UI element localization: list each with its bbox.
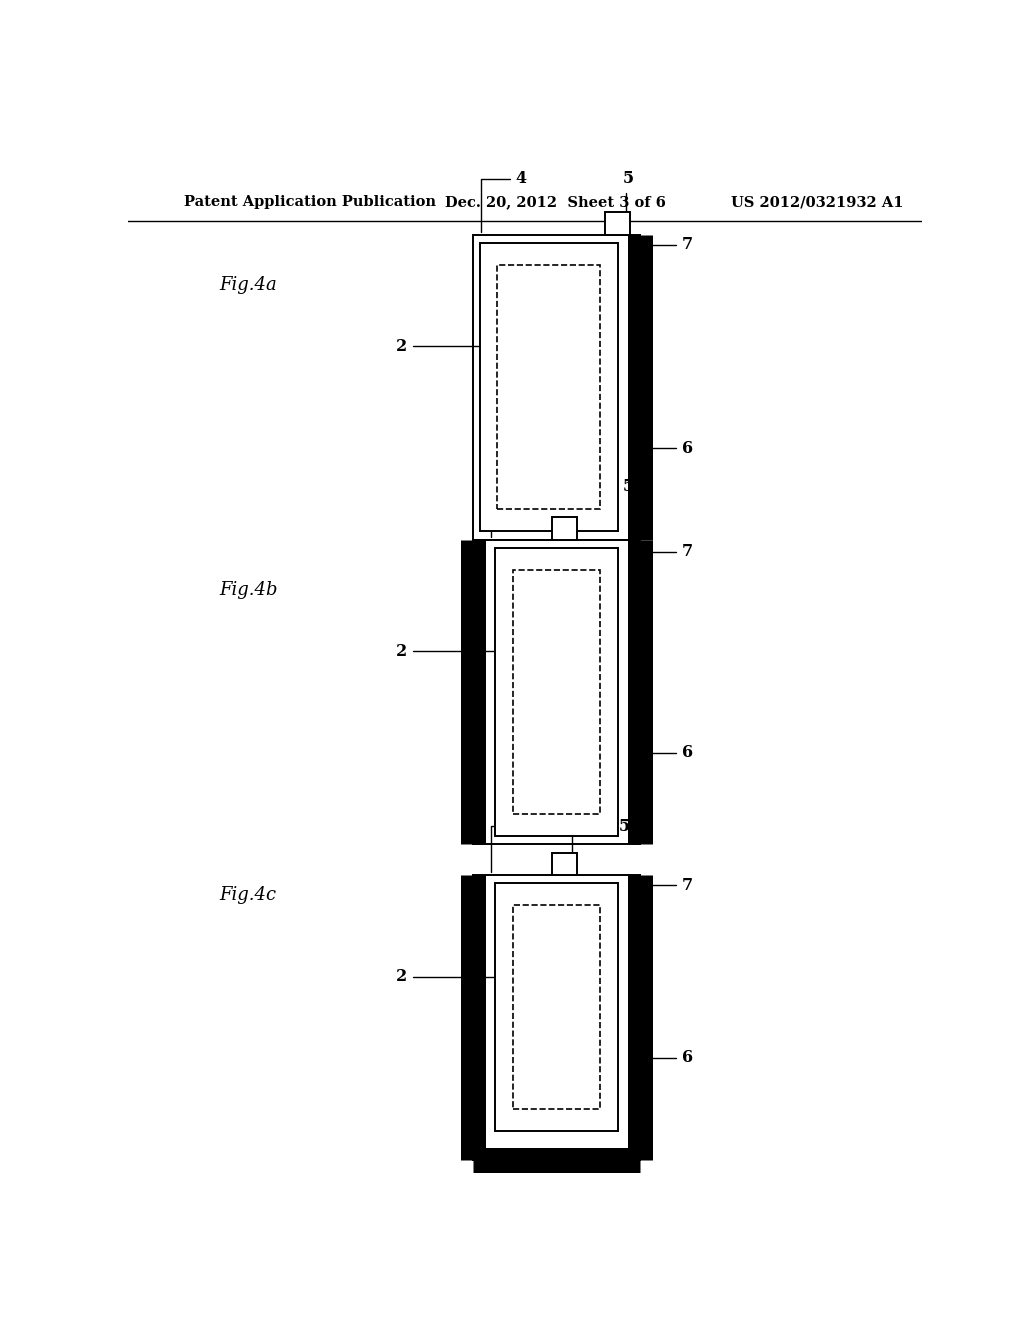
Text: 5: 5	[572, 478, 634, 525]
Bar	[479, 243, 617, 532]
Bar	[473, 540, 640, 845]
Text: 2: 2	[396, 338, 522, 355]
Text: 7: 7	[644, 876, 693, 903]
Bar	[513, 906, 600, 1109]
Text: Patent Application Publication: Patent Application Publication	[183, 195, 435, 209]
Bar	[552, 853, 578, 875]
Bar	[479, 243, 617, 532]
Text: 6: 6	[640, 1040, 693, 1067]
Text: US 2012/0321932 A1: US 2012/0321932 A1	[731, 195, 903, 209]
Bar	[496, 883, 617, 1131]
Text: 4: 4	[481, 170, 526, 232]
Bar	[497, 265, 600, 510]
Text: 5: 5	[623, 170, 634, 220]
Text: Fig.4c: Fig.4c	[219, 886, 276, 904]
Text: 6: 6	[640, 735, 693, 762]
Bar	[473, 235, 640, 540]
Text: 2: 2	[396, 643, 538, 660]
Bar	[473, 875, 640, 1159]
Text: 5: 5	[572, 817, 630, 861]
Bar	[496, 548, 617, 837]
Bar	[496, 548, 617, 837]
Text: Fig.4a: Fig.4a	[219, 276, 278, 294]
Text: Dec. 20, 2012  Sheet 3 of 6: Dec. 20, 2012 Sheet 3 of 6	[445, 195, 667, 209]
Text: 7: 7	[644, 544, 693, 573]
Bar	[496, 883, 617, 1131]
Bar	[605, 213, 631, 235]
Text: Fig.4b: Fig.4b	[219, 581, 278, 599]
Text: 4: 4	[490, 817, 535, 873]
Bar	[552, 517, 578, 540]
Text: 2: 2	[396, 968, 538, 985]
Text: 6: 6	[640, 430, 693, 457]
Text: 4: 4	[490, 478, 535, 537]
Bar	[513, 570, 600, 814]
Text: 7: 7	[644, 236, 693, 263]
